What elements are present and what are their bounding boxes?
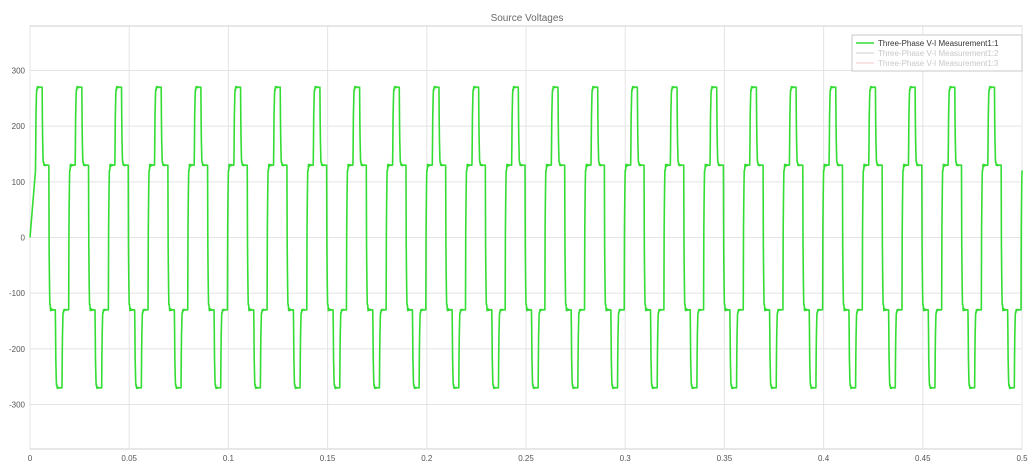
y-tick-label: 300 — [12, 67, 26, 76]
x-axis-ticks: 0 0.05 0.1 0.15 0.2 0.25 0.3 0.35 0.4 0.45 0.5 — [28, 454, 1028, 463]
legend-entry[interactable]: Three-Phase V-I Measurement1:1 — [856, 39, 999, 48]
y-tick-label: -100 — [9, 289, 26, 298]
x-tick-label: 0.25 — [518, 454, 534, 463]
y-tick-label: 100 — [12, 178, 26, 187]
x-tick-label: 0.2 — [421, 454, 433, 463]
y-tick-label: 200 — [12, 122, 26, 131]
legend-box — [851, 34, 1023, 72]
legend-label: Three-Phase V-I Measurement1:1 — [878, 39, 999, 48]
series-layer — [29, 85, 1023, 390]
x-tick-label: 0.5 — [1016, 454, 1028, 463]
legend-label: Three-Phase V-I Measurement1:3 — [878, 59, 999, 68]
legend-label: Three-Phase V-I Measurement1:2 — [878, 49, 999, 58]
chart-title: Source Voltages — [491, 13, 564, 24]
x-tick-label: 0.45 — [915, 454, 931, 463]
legend-entry[interactable]: Three-Phase V-I Measurement1:3 — [856, 59, 999, 68]
x-tick-label: 0.35 — [717, 454, 733, 463]
x-tick-label: 0 — [28, 454, 33, 463]
y-tick-label: 0 — [21, 234, 26, 243]
x-tick-label: 0.15 — [320, 454, 336, 463]
legend-entry[interactable]: Three-Phase V-I Measurement1:2 — [856, 49, 999, 58]
y-tick-label: -200 — [9, 345, 26, 354]
y-axis-ticks: -300 -200 -100 0 100 200 300 — [9, 67, 26, 410]
x-tick-label: 0.4 — [818, 454, 830, 463]
series-line-phase-1 — [29, 85, 1023, 390]
x-tick-label: 0.1 — [223, 454, 235, 463]
x-tick-label: 0.05 — [121, 454, 137, 463]
x-tick-label: 0.3 — [620, 454, 632, 463]
legend[interactable]: Three-Phase V-I Measurement1:1Three-Phas… — [851, 34, 1023, 72]
y-tick-label: -300 — [9, 400, 26, 409]
